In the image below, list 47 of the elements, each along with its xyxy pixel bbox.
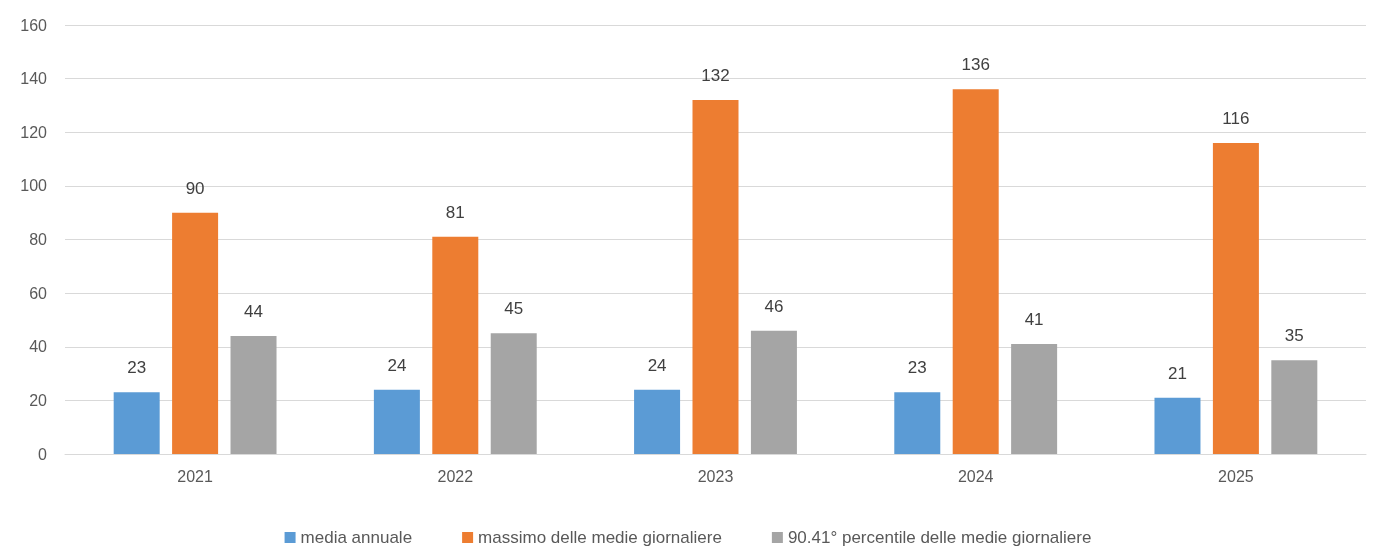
data-label: 132 bbox=[701, 66, 730, 86]
bar bbox=[490, 333, 537, 454]
x-tick-label: 2023 bbox=[697, 467, 734, 485]
y-tick-label: 40 bbox=[29, 338, 48, 356]
y-tick-label: 20 bbox=[29, 391, 48, 409]
bar bbox=[1011, 344, 1058, 454]
data-label: 136 bbox=[961, 55, 990, 75]
x-tick-label: 2025 bbox=[1218, 467, 1254, 485]
legend-label: media annuale bbox=[300, 528, 413, 547]
y-tick-label: 140 bbox=[20, 70, 48, 88]
bar bbox=[634, 389, 681, 454]
data-label: 23 bbox=[127, 358, 147, 378]
bar bbox=[113, 392, 160, 454]
x-tick-label: 2022 bbox=[437, 467, 474, 485]
data-label: 41 bbox=[1024, 310, 1044, 330]
data-label: 24 bbox=[647, 355, 667, 375]
data-label: 45 bbox=[504, 299, 524, 319]
bar bbox=[1271, 360, 1318, 454]
data-label: 81 bbox=[445, 202, 465, 222]
y-tick-label: 100 bbox=[20, 177, 48, 195]
legend-label: massimo delle medie giornaliere bbox=[478, 528, 722, 547]
data-label: 24 bbox=[387, 355, 407, 375]
y-tick-label: 120 bbox=[20, 123, 48, 141]
x-tick-label: 2021 bbox=[177, 467, 213, 485]
data-label: 116 bbox=[1222, 108, 1250, 128]
bar bbox=[692, 100, 739, 454]
y-tick-label: 80 bbox=[29, 231, 48, 248]
x-tick-label: 2024 bbox=[957, 467, 994, 485]
data-label: 21 bbox=[1168, 363, 1187, 383]
data-label: 90 bbox=[185, 178, 205, 198]
data-label: 23 bbox=[907, 358, 927, 378]
bar bbox=[1212, 142, 1259, 454]
data-label: 35 bbox=[1284, 326, 1304, 346]
data-label: 46 bbox=[764, 296, 784, 316]
data-label: 44 bbox=[244, 302, 263, 322]
y-tick-label: 0 bbox=[38, 445, 48, 463]
bar bbox=[952, 89, 999, 454]
bar bbox=[750, 330, 797, 454]
bar bbox=[230, 336, 277, 454]
bar bbox=[373, 389, 420, 454]
bar bbox=[172, 212, 219, 454]
y-tick-label: 60 bbox=[29, 284, 48, 302]
legend-label: 90.41° percentile delle medie giornaliere bbox=[787, 528, 1092, 547]
bar bbox=[432, 236, 479, 454]
bar bbox=[1154, 397, 1201, 454]
y-tick-label: 160 bbox=[20, 16, 48, 34]
bar bbox=[894, 392, 941, 454]
